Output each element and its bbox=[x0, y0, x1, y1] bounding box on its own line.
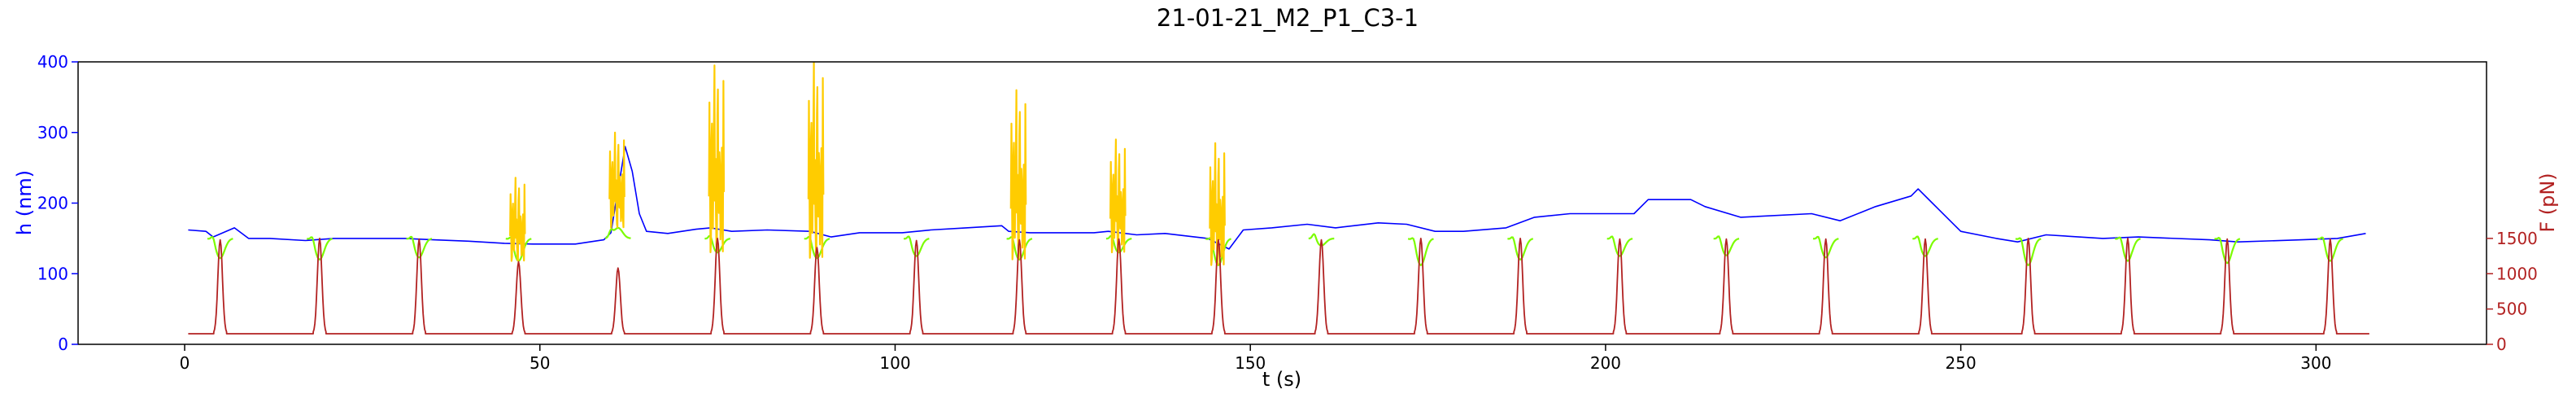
series-h-compression bbox=[1912, 235, 1938, 257]
y-left-tick-label: 0 bbox=[58, 335, 68, 354]
y-axis-left-label: h (nm) bbox=[13, 170, 36, 235]
series-h-compression bbox=[406, 235, 433, 259]
x-tick-label: 200 bbox=[1590, 353, 1621, 373]
x-tick-label: 300 bbox=[2300, 353, 2331, 373]
y-left-tick-label: 300 bbox=[37, 123, 68, 142]
series-h-compression bbox=[1006, 236, 1033, 260]
y-left-tick-label: 100 bbox=[37, 264, 68, 283]
series-h-anomaly bbox=[708, 64, 726, 253]
series-h-compression bbox=[903, 235, 930, 257]
series-h-compression bbox=[804, 236, 830, 260]
y-right-tick-label: 1000 bbox=[2496, 264, 2538, 283]
series-layer bbox=[188, 62, 2369, 335]
series-h-compression bbox=[2115, 236, 2141, 262]
series-h-compression bbox=[2015, 237, 2042, 266]
y-right-tick-label: 1500 bbox=[2496, 229, 2538, 248]
series-force bbox=[188, 237, 2369, 335]
plot-frame bbox=[77, 61, 2487, 345]
x-tick-label: 50 bbox=[530, 353, 550, 373]
y-left-tick-label: 200 bbox=[37, 194, 68, 213]
series-h-anomaly bbox=[807, 62, 825, 259]
y-axis-right: 0 500 1000 1500 bbox=[2487, 229, 2538, 354]
series-h-anomaly bbox=[1009, 89, 1027, 260]
x-axis-label: t (s) bbox=[1262, 368, 1301, 391]
series-h-compression bbox=[604, 226, 631, 239]
series-h-anomaly bbox=[608, 131, 625, 229]
x-tick-label: 100 bbox=[879, 353, 910, 373]
series-h-compression bbox=[1105, 234, 1132, 254]
series-h-anomaly bbox=[1109, 138, 1127, 254]
series-h-compression bbox=[2317, 236, 2343, 262]
y-right-tick-label: 0 bbox=[2496, 335, 2507, 354]
x-tick-label: 150 bbox=[1235, 353, 1266, 373]
series-h-compression bbox=[1407, 237, 1434, 266]
x-tick-label: 250 bbox=[1946, 353, 1977, 373]
series-h-compression bbox=[2214, 237, 2241, 265]
y-left-tick-label: 400 bbox=[37, 52, 68, 72]
series-h-anomaly bbox=[509, 177, 526, 262]
y-axis-left: 0 100 200 300 400 bbox=[37, 52, 78, 354]
series-h-compression bbox=[207, 236, 233, 260]
series-h-compression bbox=[704, 234, 731, 254]
series-h-compression bbox=[1507, 236, 1534, 260]
y-right-tick-label: 500 bbox=[2496, 300, 2527, 319]
x-axis: 0 50 100 150 200 250 300 bbox=[180, 344, 2331, 373]
chart-title: 21-01-21_M2_P1_C3-1 bbox=[1157, 4, 1419, 32]
series-h-compression bbox=[307, 236, 333, 260]
x-tick-label: 0 bbox=[180, 353, 190, 373]
series-h-compression bbox=[1713, 235, 1740, 256]
y-axis-right-label: F (pN) bbox=[2536, 173, 2559, 232]
series-h-compression bbox=[1205, 237, 1231, 266]
series-h-compression bbox=[1606, 235, 1633, 257]
series-h-compression bbox=[1812, 235, 1839, 259]
